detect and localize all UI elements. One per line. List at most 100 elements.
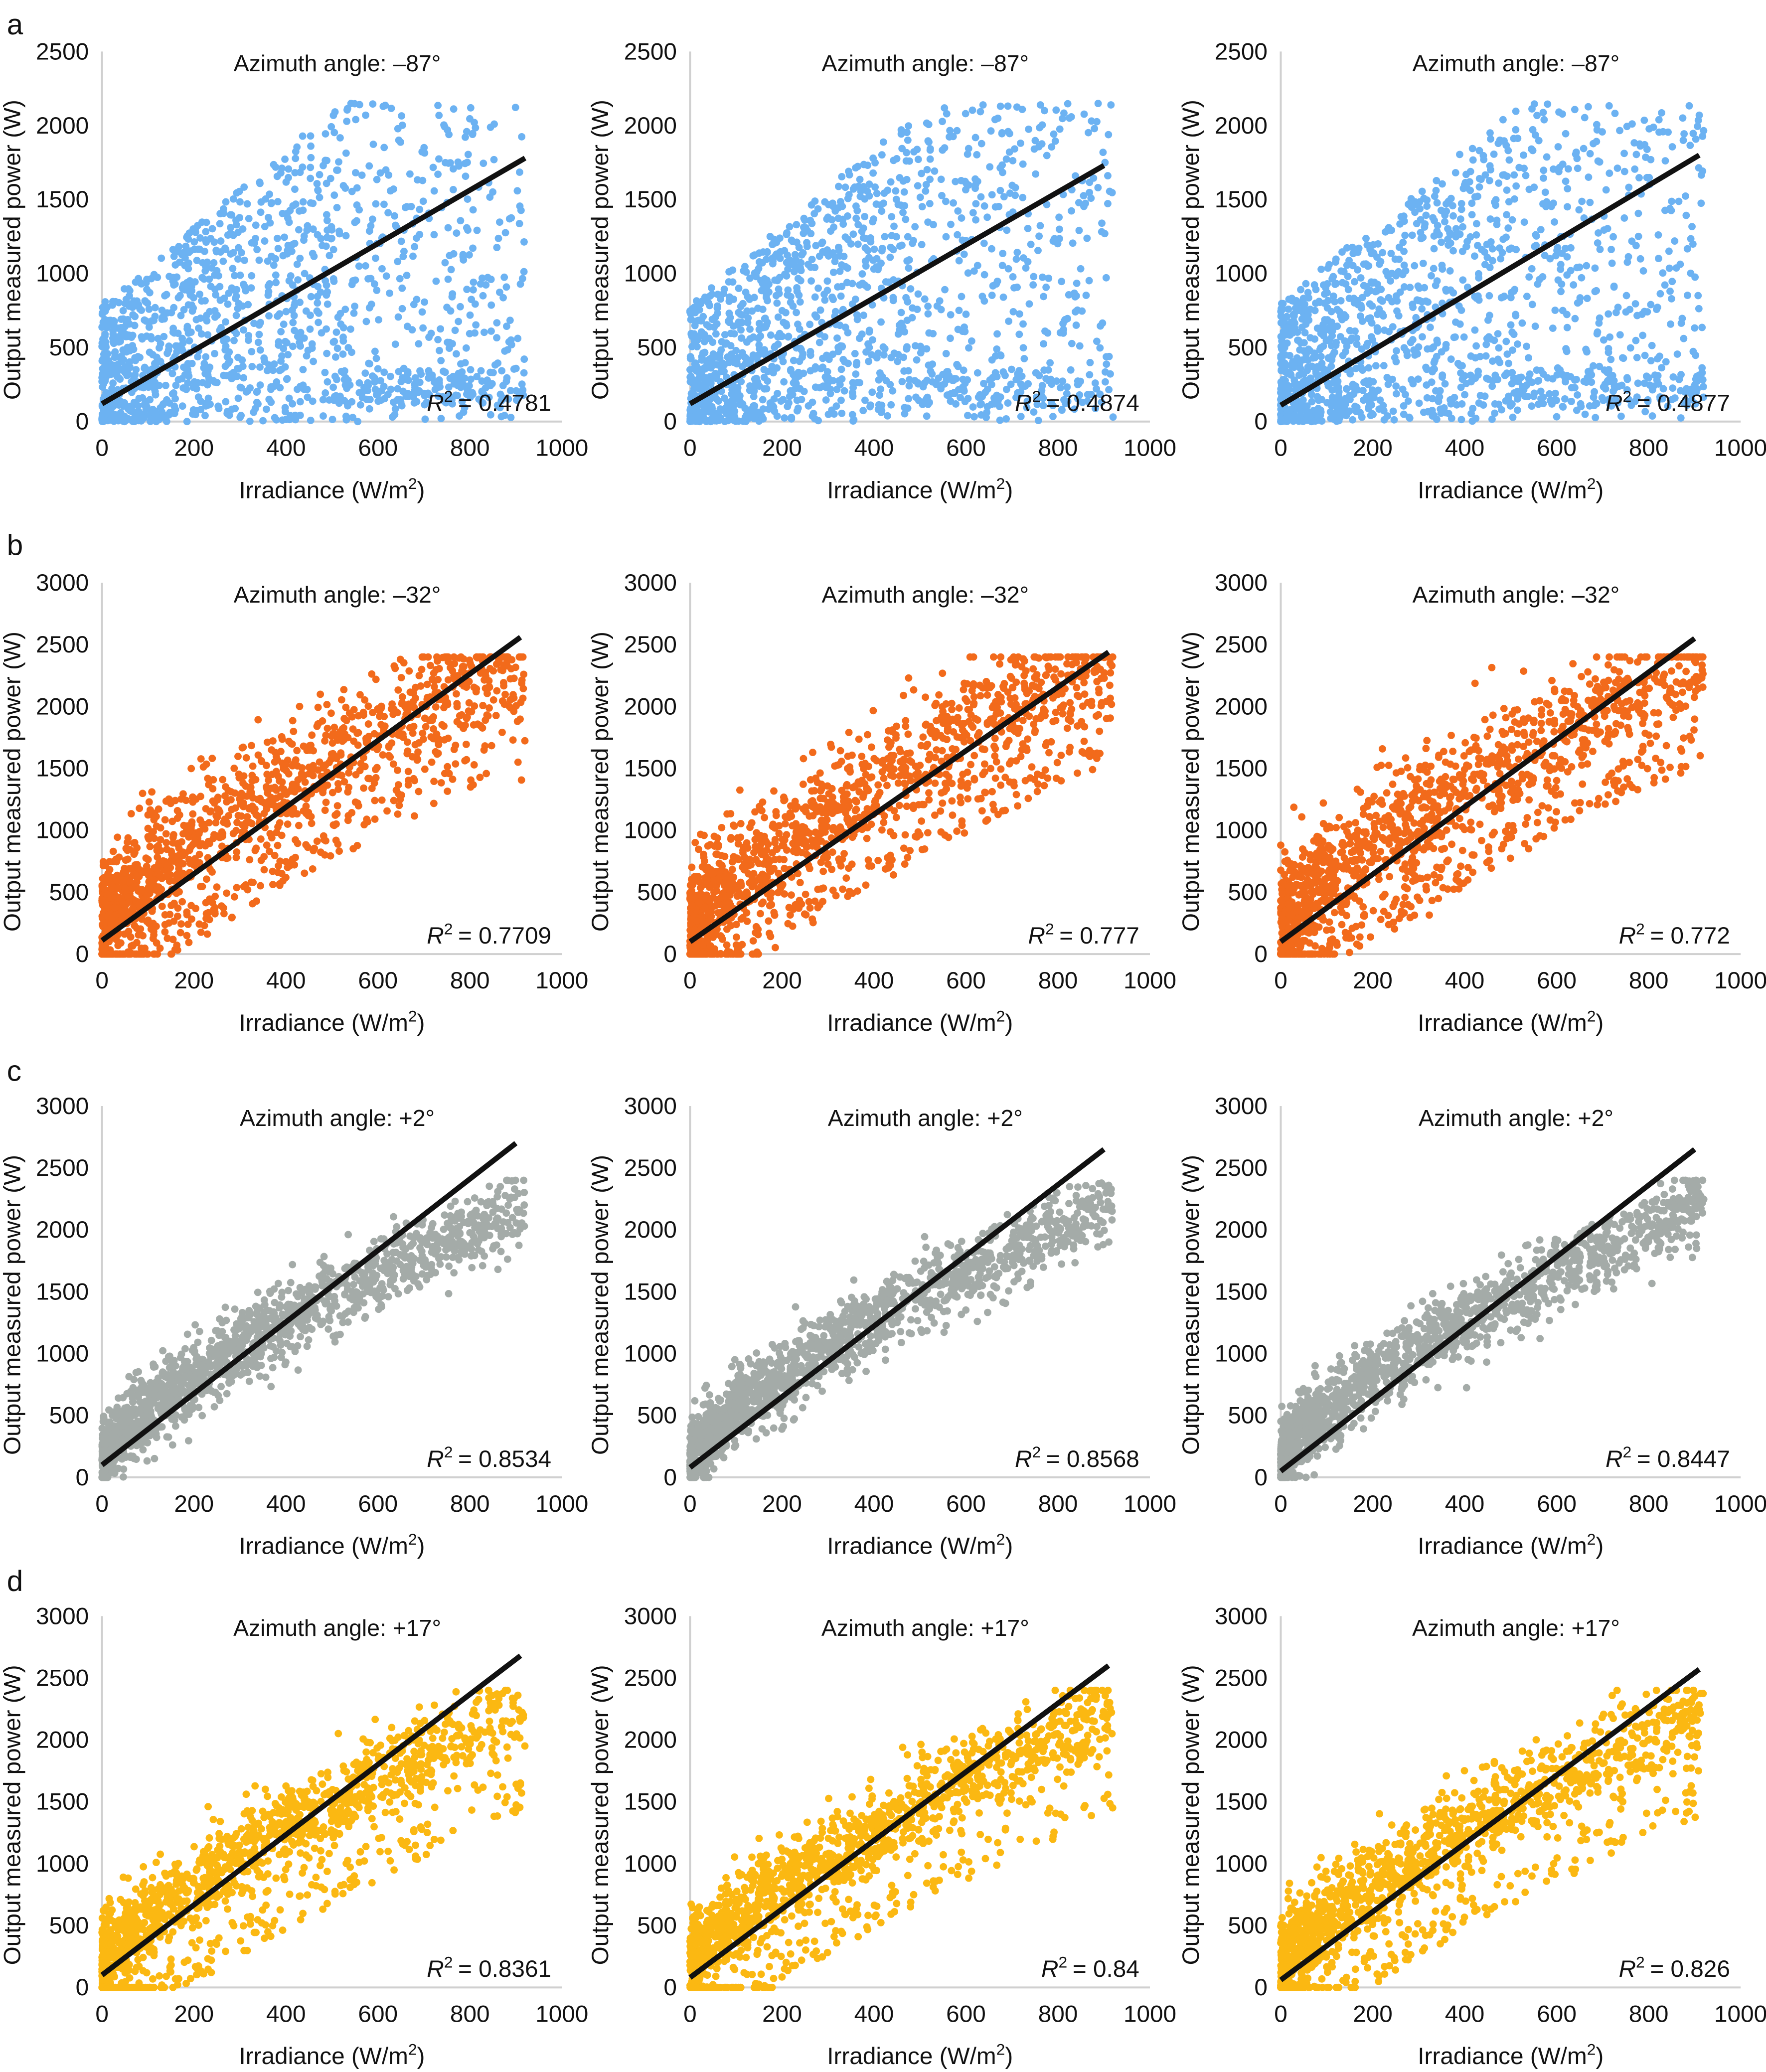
data-point [156, 344, 163, 352]
data-point [1418, 305, 1426, 313]
data-point [1474, 270, 1482, 278]
data-point [811, 383, 819, 391]
data-point [1694, 292, 1702, 300]
y-tick-label: 1500 [36, 186, 89, 213]
data-point [853, 207, 861, 215]
data-point [865, 357, 873, 365]
data-point [249, 900, 257, 908]
data-point [814, 417, 822, 425]
data-point [499, 294, 507, 302]
data-point [787, 293, 795, 301]
data-point [1032, 369, 1040, 377]
data-point [816, 306, 824, 314]
data-point [1434, 339, 1442, 347]
data-point [462, 133, 469, 141]
data-point [1486, 264, 1494, 272]
data-point [1380, 326, 1388, 334]
data-point [896, 326, 904, 334]
data-point [834, 283, 841, 291]
data-point [829, 268, 837, 276]
data-point [505, 215, 513, 223]
data-point [1368, 250, 1376, 258]
data-point [1595, 319, 1603, 327]
data-point [799, 350, 807, 358]
x-axis-label-text: Irradiance (W/m [239, 477, 408, 503]
data-point [1030, 273, 1038, 281]
data-point [764, 377, 772, 385]
data-point [690, 303, 698, 311]
data-point [1485, 176, 1493, 184]
data-point [248, 272, 256, 280]
data-point [184, 379, 192, 387]
data-point [735, 309, 743, 317]
data-point [333, 204, 341, 211]
data-point [1532, 232, 1540, 240]
data-point [109, 330, 117, 338]
data-point [503, 322, 510, 330]
data-point [162, 418, 170, 425]
data-point [1634, 379, 1642, 387]
data-point [257, 835, 265, 843]
data-point [1640, 308, 1648, 316]
data-point [1058, 278, 1066, 286]
data-point [1450, 394, 1458, 401]
data-point [188, 359, 196, 367]
data-point [1279, 333, 1286, 341]
r-squared-label: R2 = 0.4877 [1605, 387, 1730, 417]
data-point [986, 376, 994, 384]
data-point [398, 402, 406, 410]
data-point [1437, 409, 1445, 417]
x-tick-label: 0 [95, 435, 109, 462]
data-point [1457, 369, 1465, 377]
x-axis-label-text: Irradiance (W/m [239, 1010, 408, 1036]
data-point [1297, 339, 1305, 347]
data-point [1470, 252, 1478, 260]
data-point [798, 396, 805, 403]
data-point [346, 325, 354, 333]
data-point [203, 930, 211, 938]
data-point [323, 701, 331, 709]
data-point [1343, 385, 1350, 393]
data-point [261, 237, 269, 245]
data-point [211, 378, 218, 386]
data-point [201, 297, 209, 305]
data-point [1278, 305, 1285, 313]
data-point [179, 281, 187, 289]
data-point [507, 336, 515, 344]
data-point [1325, 261, 1333, 269]
data-point [791, 379, 799, 387]
data-point [968, 106, 976, 114]
data-point [890, 157, 898, 164]
data-point [1348, 334, 1356, 342]
data-point [181, 262, 189, 270]
data-point [694, 317, 702, 324]
data-point [410, 301, 418, 309]
data-point [132, 366, 140, 374]
data-point [373, 175, 381, 183]
data-point [941, 144, 949, 152]
data-point [372, 254, 379, 262]
data-point [1602, 186, 1610, 194]
data-point [407, 202, 415, 210]
data-point [955, 257, 963, 265]
data-point [1666, 287, 1674, 295]
data-point [279, 210, 287, 217]
data-point [165, 342, 173, 350]
data-point [1447, 414, 1455, 422]
data-point [947, 311, 955, 319]
data-point [98, 418, 106, 425]
data-point [765, 280, 773, 288]
data-point [361, 262, 369, 270]
data-point [231, 272, 239, 280]
data-point [766, 233, 774, 240]
data-point [453, 700, 461, 708]
data-point [857, 187, 865, 195]
data-point [451, 326, 459, 334]
data-point [122, 856, 130, 864]
data-point [870, 245, 878, 253]
data-point [323, 349, 331, 357]
data-point [320, 412, 327, 420]
data-point [1337, 297, 1345, 305]
data-point [977, 193, 985, 201]
